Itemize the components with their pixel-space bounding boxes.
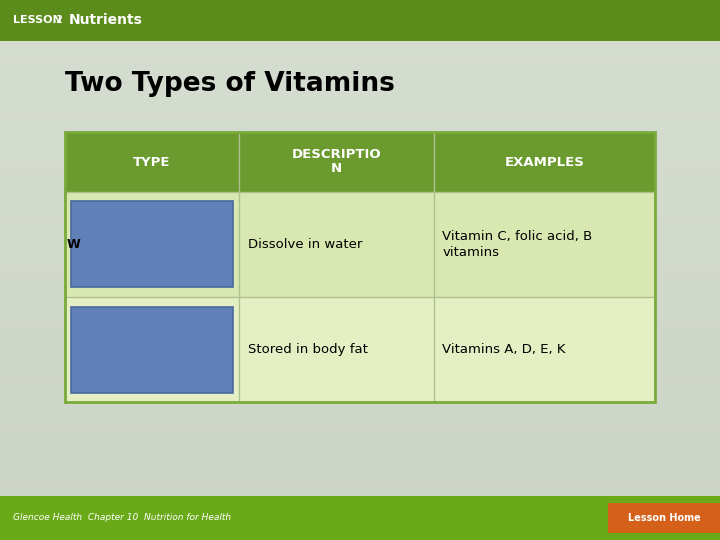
Bar — [0, 496, 720, 540]
Text: Two Types of Vitamins: Two Types of Vitamins — [65, 71, 395, 97]
Text: Stored in body fat: Stored in body fat — [248, 343, 367, 356]
Bar — [71, 201, 233, 287]
Text: Vitamins A, D, E, K: Vitamins A, D, E, K — [442, 343, 566, 356]
Text: Dissolve in water: Dissolve in water — [248, 238, 362, 251]
Text: Lesson Home: Lesson Home — [628, 513, 701, 523]
Bar — [0, 0, 720, 40]
Text: Nutrients: Nutrients — [68, 14, 143, 27]
Bar — [65, 132, 655, 402]
Text: 2: 2 — [55, 15, 62, 25]
Text: W: W — [67, 238, 81, 251]
Text: TYPE: TYPE — [133, 156, 171, 168]
Text: Vitamin C, folic acid, B
vitamins: Vitamin C, folic acid, B vitamins — [442, 230, 593, 259]
Bar — [608, 503, 720, 533]
Bar — [71, 307, 233, 393]
Text: EXAMPLES: EXAMPLES — [505, 156, 585, 168]
Bar — [65, 132, 655, 192]
Text: DESCRIPTIO
N: DESCRIPTIO N — [292, 148, 381, 176]
Text: LESSON: LESSON — [13, 15, 62, 25]
Bar — [65, 192, 655, 297]
Text: Glencoe Health  Chapter 10  Nutrition for Health: Glencoe Health Chapter 10 Nutrition for … — [13, 514, 231, 522]
Bar — [65, 297, 655, 402]
